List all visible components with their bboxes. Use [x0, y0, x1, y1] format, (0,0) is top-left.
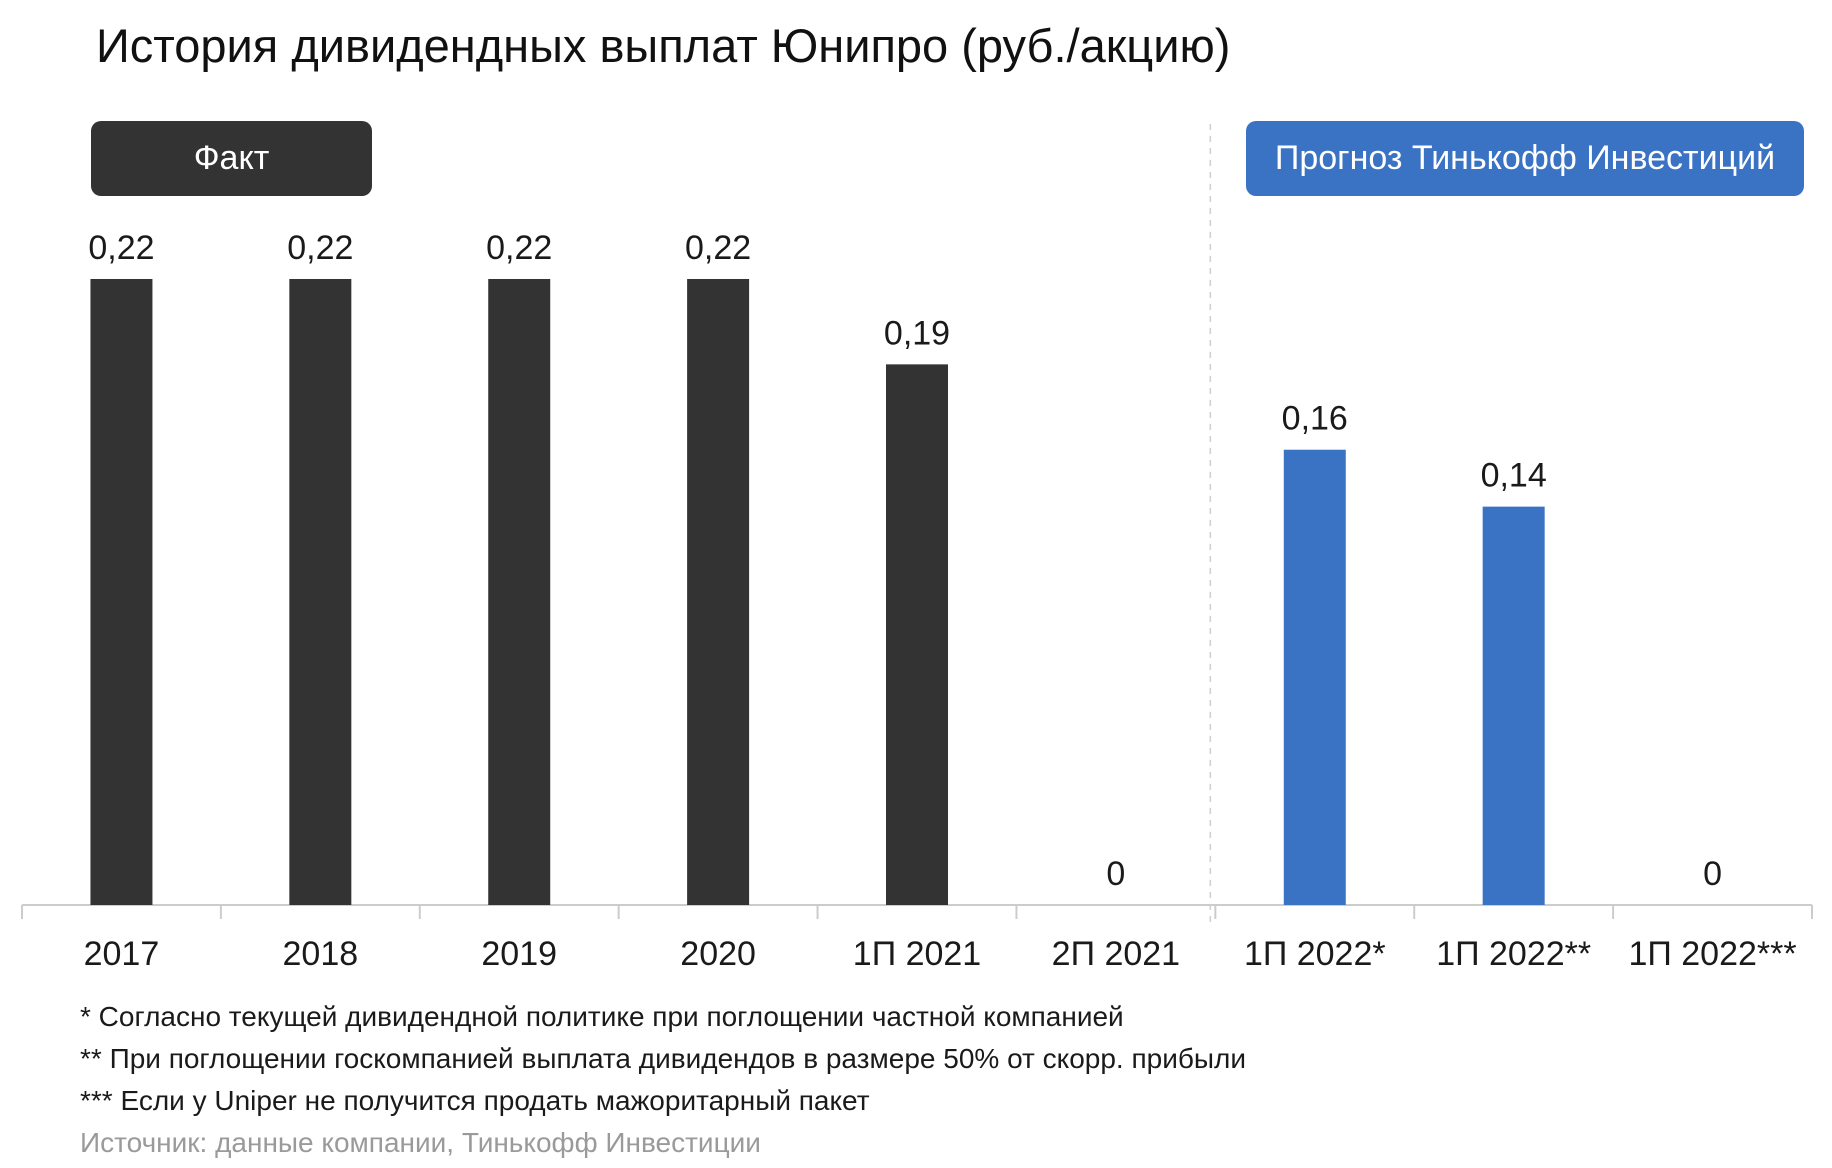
data-label: 0,14 — [1481, 457, 1547, 495]
footnotes: * Согласно текущей дивидендной политике … — [80, 996, 1246, 1164]
data-label: 0,22 — [685, 229, 751, 267]
bar — [1482, 506, 1545, 905]
data-label: 0 — [1106, 855, 1125, 893]
x-tick-label: 1П 2022** — [1436, 935, 1591, 973]
footnote-2: ** При поглощении госкомпанией выплата д… — [80, 1043, 1247, 1074]
forecast-group-label: Прогноз Тинькофф Инвестиций — [1246, 121, 1804, 196]
bar-chart: 0,22 2017 0,22 2018 0,22 2019 0,22 2020 0,19 1П 2… — [21, 124, 1813, 973]
bar — [90, 279, 153, 905]
bar — [886, 364, 948, 905]
data-label: 0,19 — [884, 314, 950, 352]
bar — [687, 279, 750, 905]
data-label: 0,22 — [88, 229, 154, 267]
x-tick-label: 1П 2022*** — [1628, 935, 1796, 973]
bar — [1283, 449, 1346, 905]
footnote-3: *** Если у Uniper не получится продать м… — [80, 1085, 870, 1116]
x-tick-label: 2П 2021 — [1052, 935, 1180, 973]
data-label: 0 — [1703, 855, 1722, 893]
data-label: 0,16 — [1282, 400, 1348, 438]
x-tick-label: 1П 2021 — [853, 935, 981, 973]
x-tick-label: 2017 — [84, 935, 160, 973]
x-tick-label: 2018 — [283, 935, 359, 973]
footnote-1: * Согласно текущей дивидендной политике … — [80, 1001, 1124, 1032]
data-label: 0,22 — [486, 229, 552, 267]
source-note: Источник: данные компании, Тинькофф Инве… — [80, 1127, 761, 1158]
x-tick-label: 1П 2022* — [1244, 935, 1386, 973]
data-label: 0,22 — [287, 229, 353, 267]
fact-group-label: Факт — [91, 121, 372, 196]
x-tick-label: 2019 — [481, 935, 557, 973]
x-tick-label: 2020 — [680, 935, 756, 973]
chart-title: История дивидендных выплат Юнипро (руб./… — [96, 19, 1231, 72]
bar — [289, 279, 352, 905]
bar — [488, 279, 551, 905]
